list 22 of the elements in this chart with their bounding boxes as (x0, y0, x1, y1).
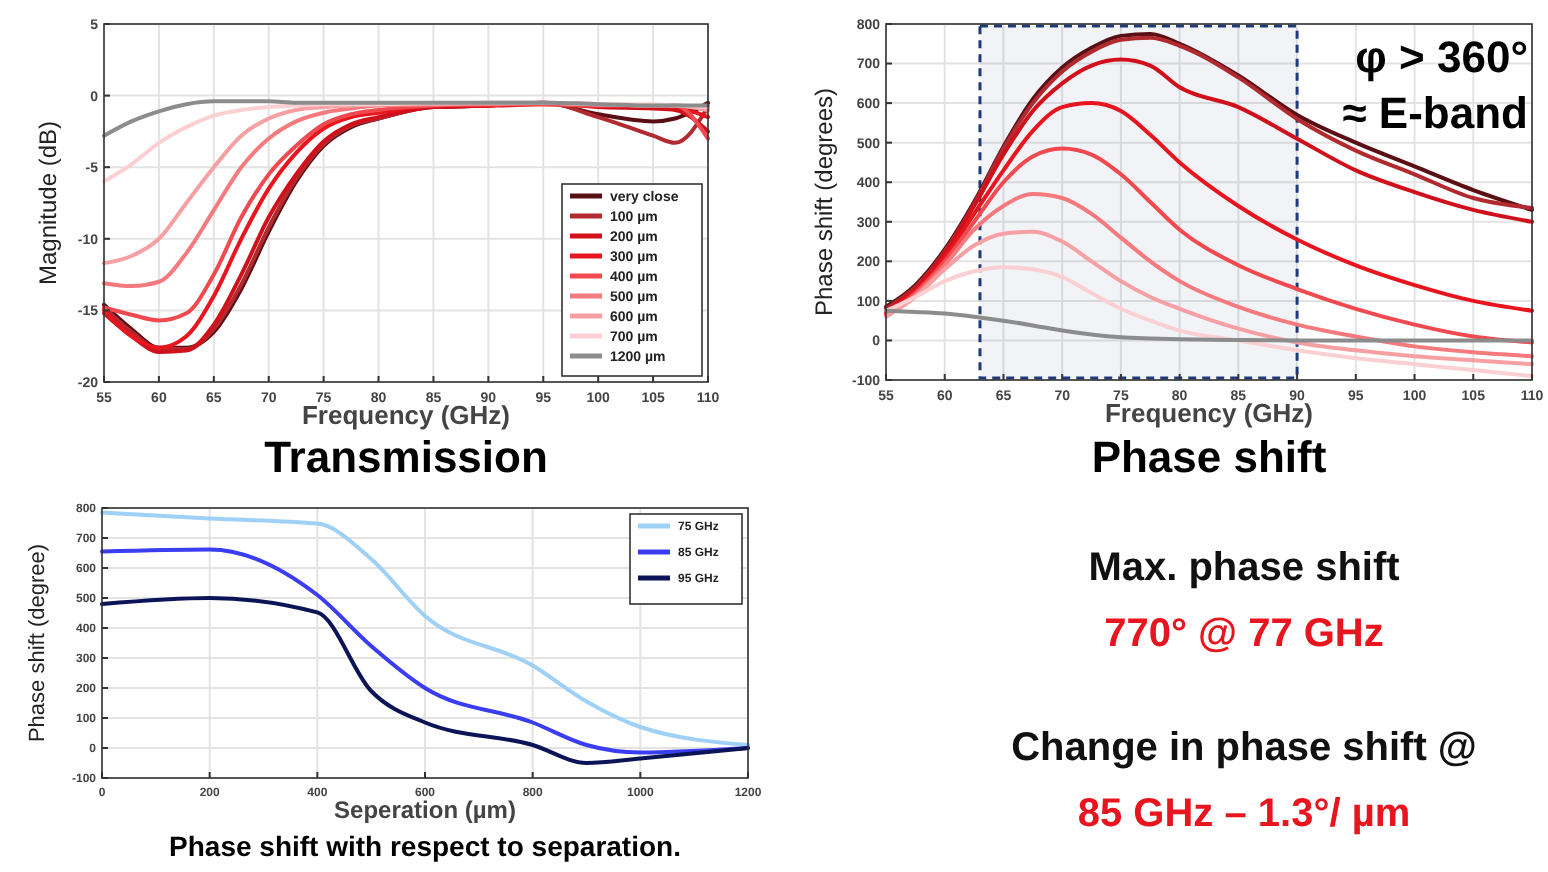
line-series (100, 596, 750, 765)
line-series (884, 146, 1534, 345)
x-axis-title: Frequency (GHz) (301, 400, 511, 430)
text: Change in phase shift @ (1011, 726, 1477, 770)
text: Transmission (264, 432, 548, 482)
line-series (884, 308, 1534, 343)
text: 85 GHz – 1.3°/ µm (1077, 792, 1411, 836)
text: Max. phase shift (1088, 546, 1401, 590)
text: Phase shift (1091, 432, 1328, 482)
text: Phase shift with respect to separation. (169, 830, 681, 862)
line-series (884, 265, 1534, 379)
y-axis-title: Magnitude (dB) (34, 120, 62, 286)
line-series (884, 229, 1534, 367)
line-series (102, 99, 710, 138)
y-axis-title: Phase shift (degrees) (810, 87, 838, 317)
x-axis-title: Frequency (GHz) (1104, 398, 1314, 428)
line-series (100, 510, 750, 747)
x-axis-title: Seperation (µm) (334, 796, 516, 824)
text: 770° @ 77 GHz (1104, 612, 1384, 656)
y-axis-title: Phase shift (degree) (26, 543, 50, 743)
annotation: φ > 360° (1355, 32, 1528, 82)
annotation: ≈ E-band (1342, 88, 1528, 138)
